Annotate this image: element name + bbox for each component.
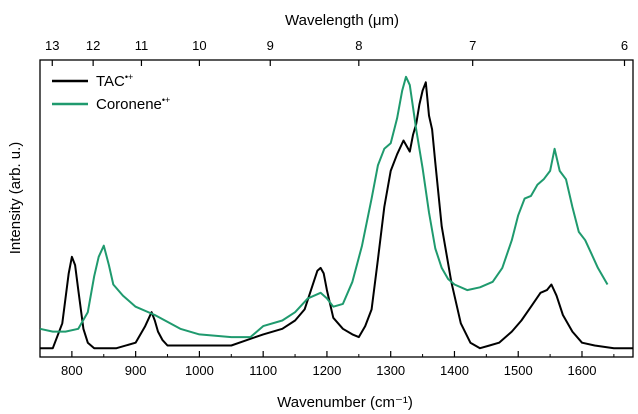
top-tick-label-10: 10 [192,38,206,53]
series-line-0 [40,81,633,350]
legend-label-coronene-main: Coronene [96,96,162,113]
x-tick-label-1000: 1000 [185,363,214,378]
x-axis-title: Wavenumber (cm⁻¹) [277,394,413,411]
bottom-x-axis: 800 900 1000 1100 1200 1300 1400 1500 1600 [39,351,615,378]
top-tick-label-12: 12 [86,38,100,53]
x-tick-label-800: 800 [61,363,83,378]
top-tick-label-8: 8 [355,38,362,53]
top-tick-label-9: 9 [267,38,274,53]
series-lines [39,75,633,350]
legend-label-coronene-sup: •+ [162,95,170,105]
top-axis-title: Wavelength (μm) [285,12,399,29]
top-x-axis: 13 12 11 10 9 8 7 6 [45,38,628,66]
x-tick-label-1100: 1100 [249,363,277,378]
y-axis-title: Intensity (arb. u.) [7,142,24,255]
legend-label-tac-sup: •+ [125,72,133,82]
top-tick-label-6: 6 [621,38,628,53]
x-tick-label-1200: 1200 [312,363,341,378]
legend-label-tac: TAC•+ [96,72,133,90]
top-tick-label-7: 7 [469,38,476,53]
x-tick-label-1600: 1600 [568,363,597,378]
plot-border [39,59,634,358]
x-tick-label-900: 900 [125,363,147,378]
x-tick-label-1500: 1500 [504,363,533,378]
legend-label-coronene: Coronene•+ [96,95,170,113]
x-tick-label-1400: 1400 [440,363,469,378]
top-tick-label-13: 13 [45,38,59,53]
x-tick-label-1300: 1300 [376,363,405,378]
top-tick-label-11: 11 [135,38,149,53]
legend: TAC•+ Coronene•+ [52,72,170,113]
plot-frame [39,59,634,358]
legend-label-tac-main: TAC [96,73,125,90]
series-line-1 [39,75,609,339]
